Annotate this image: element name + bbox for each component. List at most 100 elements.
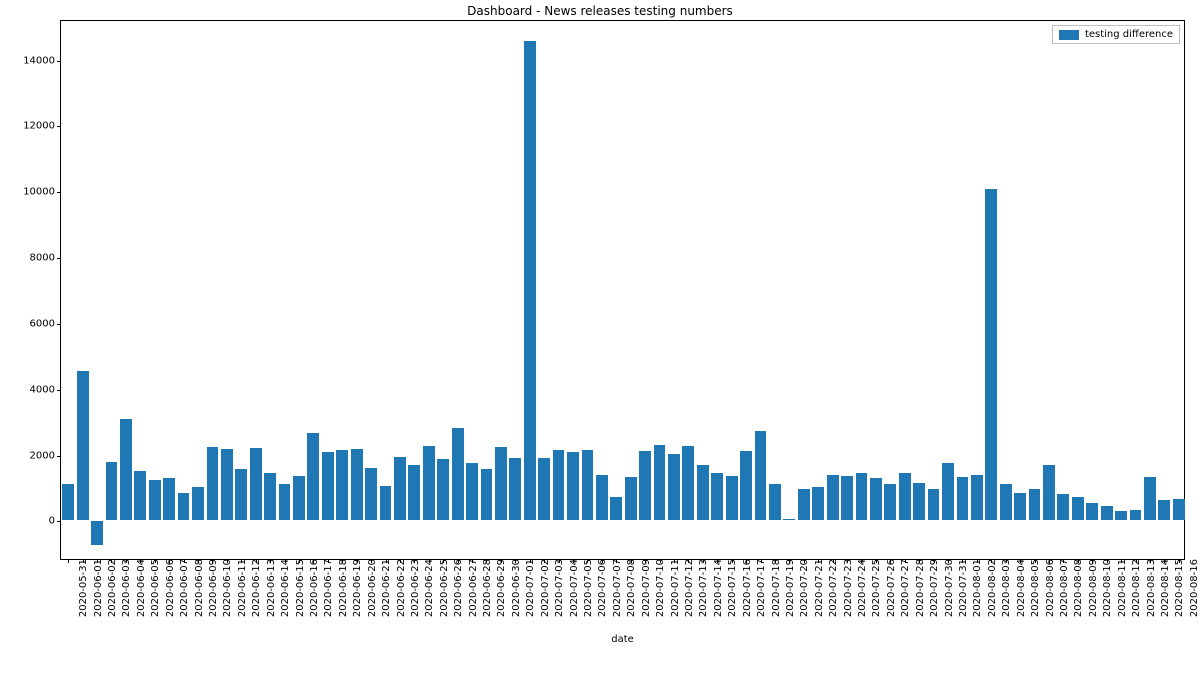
x-tick-mark <box>544 559 545 563</box>
bar <box>466 463 478 520</box>
bar <box>437 459 449 520</box>
x-tick-mark <box>962 559 963 563</box>
x-tick-mark <box>169 559 170 563</box>
x-tick-label: 2020-08-16 <box>1183 559 1200 617</box>
bar <box>668 454 680 520</box>
bar <box>870 478 882 519</box>
x-tick-mark <box>847 559 848 563</box>
x-tick-mark <box>371 559 372 563</box>
x-tick-mark <box>530 559 531 563</box>
bar <box>408 465 420 520</box>
bar <box>538 458 550 520</box>
bar <box>625 477 637 519</box>
x-tick-mark <box>587 559 588 563</box>
bar <box>884 484 896 519</box>
x-tick-mark <box>227 559 228 563</box>
x-tick-mark <box>1150 559 1151 563</box>
bar <box>134 471 146 520</box>
bar <box>971 475 983 519</box>
y-tick-mark <box>57 126 61 127</box>
y-tick-mark <box>57 258 61 259</box>
x-tick-mark <box>703 559 704 563</box>
x-axis-title: date <box>611 634 634 645</box>
x-tick-mark <box>573 559 574 563</box>
bar <box>178 493 190 520</box>
x-tick-mark <box>414 559 415 563</box>
x-tick-mark <box>1092 559 1093 563</box>
bar <box>755 431 767 520</box>
x-tick-mark <box>717 559 718 563</box>
x-tick-mark <box>212 559 213 563</box>
bar <box>149 480 161 520</box>
bar <box>423 446 435 519</box>
bar <box>1173 499 1185 519</box>
bar <box>654 445 666 520</box>
x-tick-mark <box>155 559 156 563</box>
x-tick-mark <box>1035 559 1036 563</box>
bar <box>250 448 262 520</box>
bar <box>481 469 493 520</box>
bar <box>1144 477 1156 519</box>
x-tick-mark <box>861 559 862 563</box>
plot-area: testing difference 020004000600080001000… <box>60 20 1185 560</box>
chart-title: Dashboard - News releases testing number… <box>0 4 1200 18</box>
bar <box>1029 489 1041 520</box>
bar <box>192 487 204 520</box>
x-tick-mark <box>126 559 127 563</box>
x-tick-mark <box>386 559 387 563</box>
bar <box>495 447 507 519</box>
bar <box>351 449 363 520</box>
x-tick-mark <box>342 559 343 563</box>
x-tick-mark <box>472 559 473 563</box>
bar <box>394 457 406 520</box>
x-tick-mark <box>602 559 603 563</box>
y-tick-label: 14000 <box>23 55 61 66</box>
x-tick-mark <box>299 559 300 563</box>
bar <box>856 473 868 519</box>
bar <box>899 473 911 519</box>
bar <box>207 447 219 519</box>
bar <box>221 449 233 520</box>
bar <box>264 473 276 520</box>
x-tick-mark <box>1006 559 1007 563</box>
x-tick-mark <box>616 559 617 563</box>
bar <box>77 371 89 520</box>
x-tick-mark <box>890 559 891 563</box>
bar <box>336 450 348 520</box>
legend-label: testing difference <box>1085 29 1173 40</box>
bar <box>1000 484 1012 519</box>
bar <box>610 497 622 519</box>
bar <box>524 41 536 519</box>
bar <box>380 486 392 519</box>
x-tick-mark <box>631 559 632 563</box>
x-tick-mark <box>948 559 949 563</box>
x-tick-mark <box>977 559 978 563</box>
x-tick-mark <box>1121 559 1122 563</box>
bar <box>1115 511 1127 520</box>
y-tick-mark <box>57 324 61 325</box>
x-tick-mark <box>761 559 762 563</box>
y-tick-mark <box>57 456 61 457</box>
bar <box>798 489 810 520</box>
x-tick-mark <box>97 559 98 563</box>
x-tick-mark <box>804 559 805 563</box>
bar <box>957 477 969 519</box>
bar <box>62 484 74 520</box>
bar <box>163 478 175 519</box>
y-tick-mark <box>57 61 61 62</box>
bar <box>928 489 940 520</box>
x-tick-mark <box>833 559 834 563</box>
x-tick-mark <box>313 559 314 563</box>
bar <box>235 469 247 519</box>
bar <box>942 463 954 520</box>
bar <box>711 473 723 519</box>
x-tick-mark <box>1107 559 1108 563</box>
x-tick-mark <box>1136 559 1137 563</box>
bar <box>812 487 824 520</box>
bar <box>279 484 291 519</box>
x-tick-mark <box>515 559 516 563</box>
x-tick-mark <box>1078 559 1079 563</box>
bar <box>1101 506 1113 520</box>
x-tick-mark <box>688 559 689 563</box>
x-tick-mark <box>486 559 487 563</box>
